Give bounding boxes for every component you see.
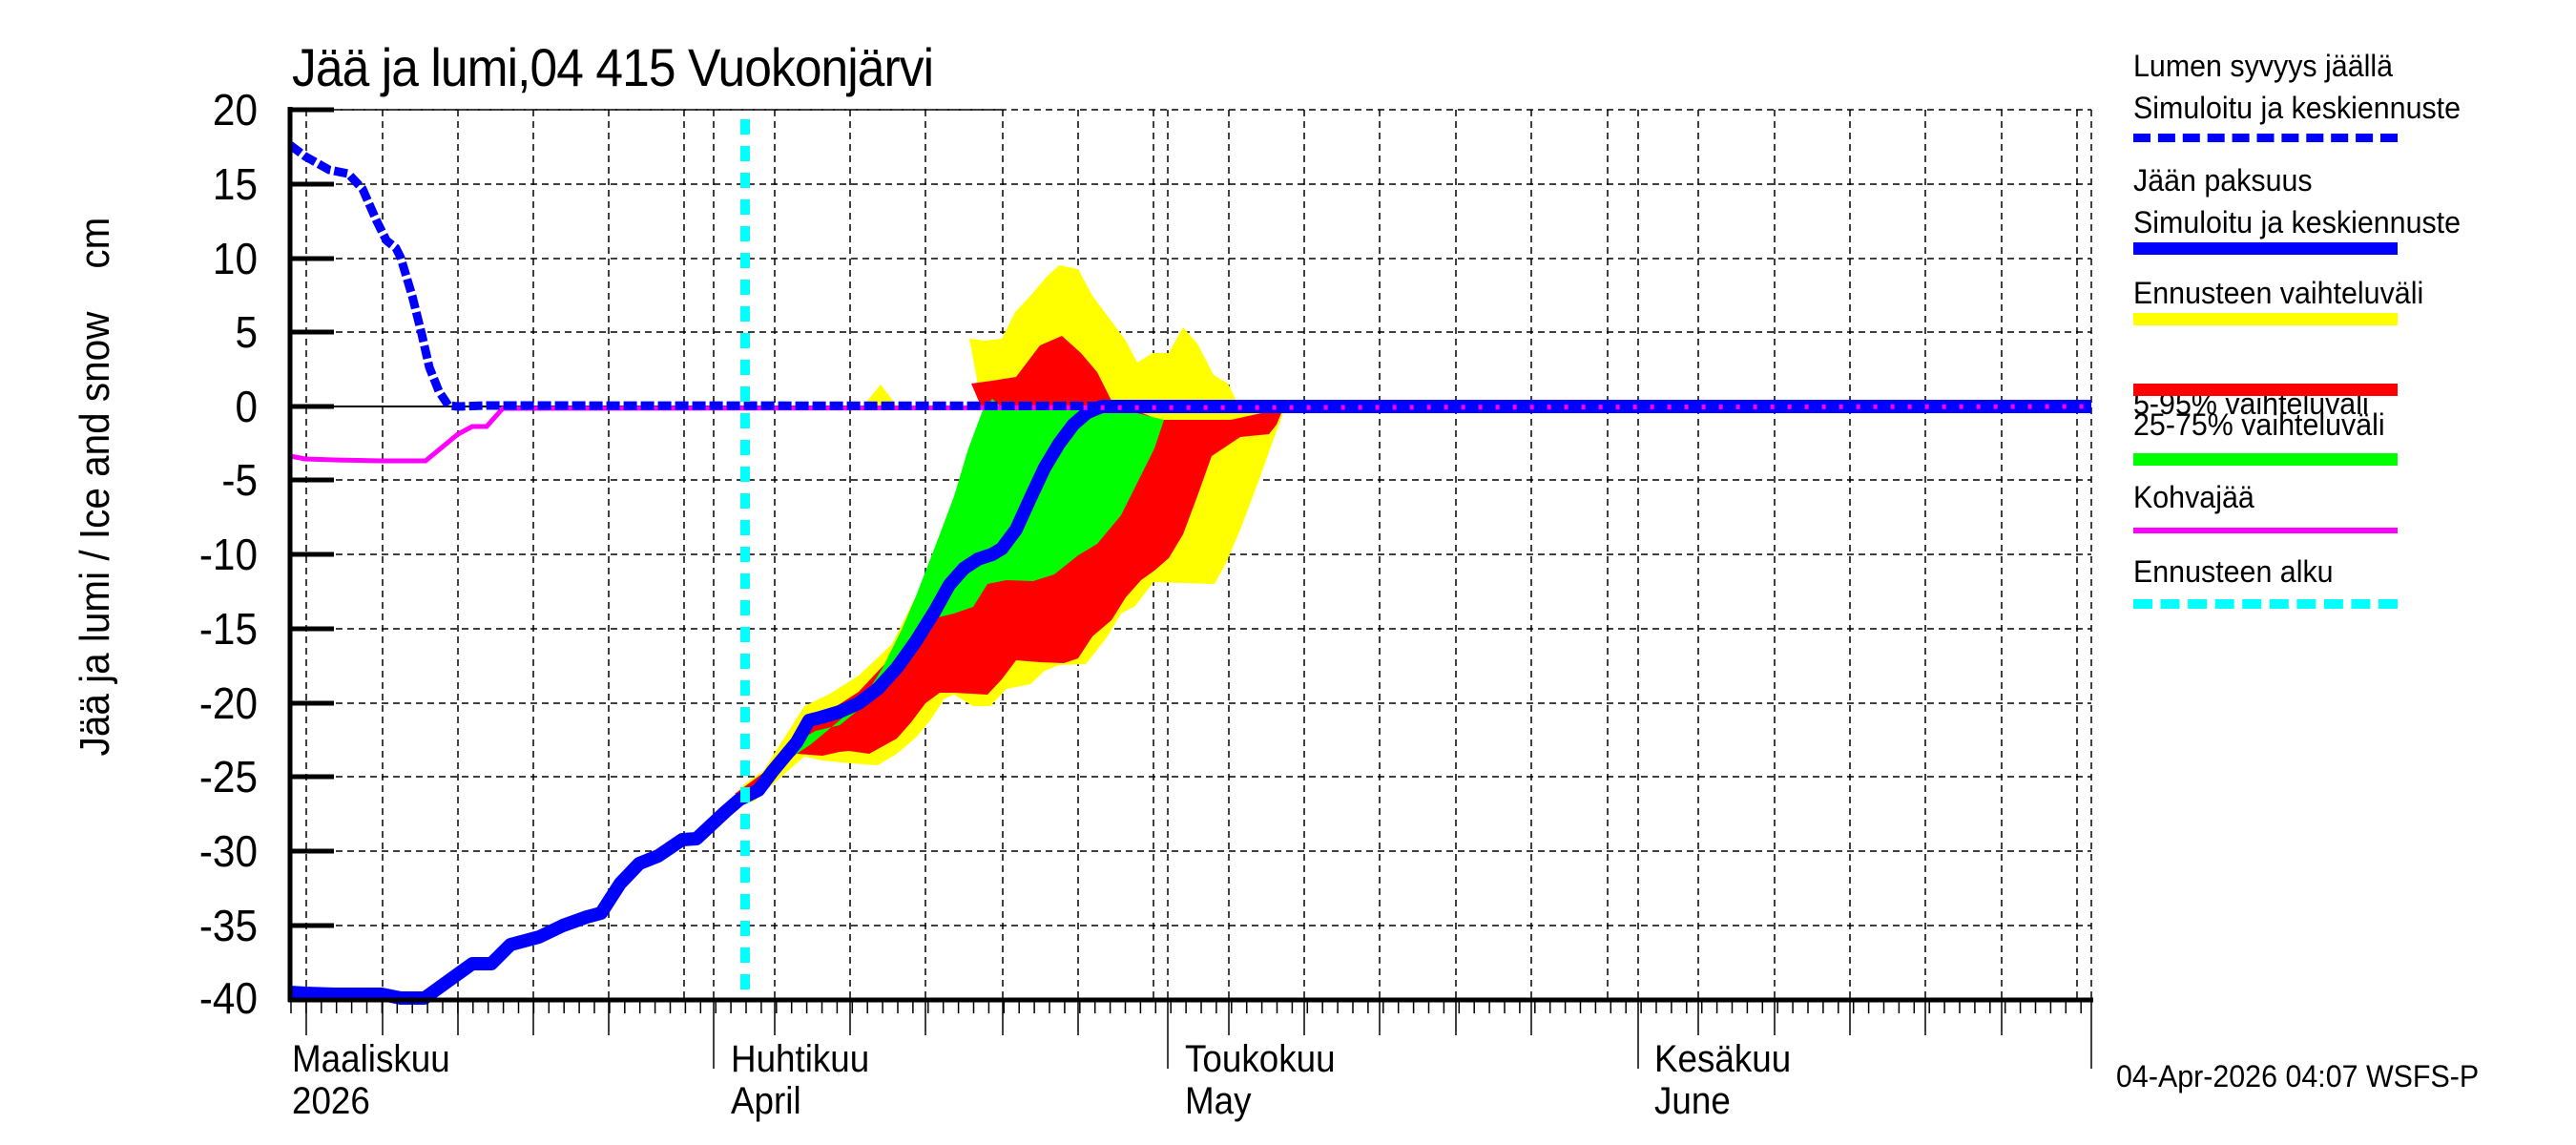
month-label-fi: Toukokuu (1185, 1038, 1336, 1080)
month-label-en: May (1185, 1080, 1252, 1122)
month-label-en: June (1654, 1080, 1731, 1122)
range-all-spike (863, 385, 897, 406)
legend-snow-sub: Simuloitu ja keskiennuste (2133, 91, 2462, 125)
month-label-may: Toukokuu May (1185, 1038, 1336, 1122)
legend-ice-title: Jään paksuus (2133, 163, 2313, 198)
y-tick-label: 5 (235, 307, 258, 357)
legend-ice-swatch (2133, 242, 2398, 255)
legend-slush: Kohvajää (2133, 480, 2254, 514)
legend-range-25-75-swatch (2133, 453, 2398, 466)
chart-title: Jää ja lumi,04 415 Vuokonjärvi (292, 37, 934, 97)
y-tick-label: -20 (198, 678, 258, 728)
legend-forecast-start-swatch (2133, 599, 2398, 609)
legend-slush-swatch (2133, 528, 2398, 533)
ice-thickness-line (289, 400, 2091, 1005)
x-month-ticks (713, 1000, 2092, 1069)
month-label-fi: Kesäkuu (1654, 1038, 1792, 1080)
legend-range-25-75: 25-75% vaihteluväli (2133, 407, 2385, 442)
y-tick-label: 10 (212, 234, 258, 283)
legend-range-5-95-swatch (2133, 384, 2398, 396)
legend-forecast-start: Ennusteen alku (2133, 554, 2334, 589)
month-label-june: Kesäkuu June (1654, 1038, 1791, 1122)
x-day-ticks (290, 1000, 2082, 1013)
month-label-en: 2026 (292, 1080, 370, 1122)
y-tick-label: -40 (198, 973, 258, 1023)
legend-range-all: Ennusteen vaihteluväli (2133, 276, 2424, 310)
grid-horizontal (290, 109, 2091, 926)
y-axis-label: Jää ja lumi / Ice and snow cm (72, 217, 118, 757)
snow-depth-line (287, 141, 2092, 411)
grid-vertical (305, 109, 2092, 1000)
y-tick-label: -5 (221, 455, 258, 505)
footer-timestamp: 04-Apr-2026 04:07 WSFS-P (2116, 1059, 2480, 1093)
month-label-april: Huhtikuu April (731, 1038, 869, 1122)
y-tick-label: 0 (235, 382, 258, 431)
y-tick-label: -10 (198, 530, 258, 579)
y-tick-label: -35 (198, 901, 258, 950)
y-tick-label: 20 (212, 85, 258, 135)
month-label-fi: Huhtikuu (731, 1038, 870, 1080)
legend-ice-sub: Simuloitu ja keskiennuste (2133, 205, 2462, 239)
x-week-ticks (305, 1000, 2003, 1035)
y-major-ticks (290, 107, 334, 928)
legend-snow-swatch (2133, 134, 2398, 142)
y-tick-label: -25 (198, 752, 258, 802)
legend-snow-title: Lumen syvyys jäällä (2133, 49, 2394, 83)
range-25-75-band (754, 399, 1164, 788)
y-tick-label: -30 (198, 826, 258, 876)
month-label-fi: Maaliskuu (292, 1038, 450, 1080)
y-tick-label: 15 (212, 159, 258, 209)
month-label-march: Maaliskuu 2026 (292, 1038, 450, 1122)
legend-range-all-swatch (2133, 313, 2398, 325)
y-tick-label: -15 (198, 604, 258, 654)
slush-ice-line (289, 404, 2092, 464)
month-label-en: April (731, 1080, 801, 1122)
